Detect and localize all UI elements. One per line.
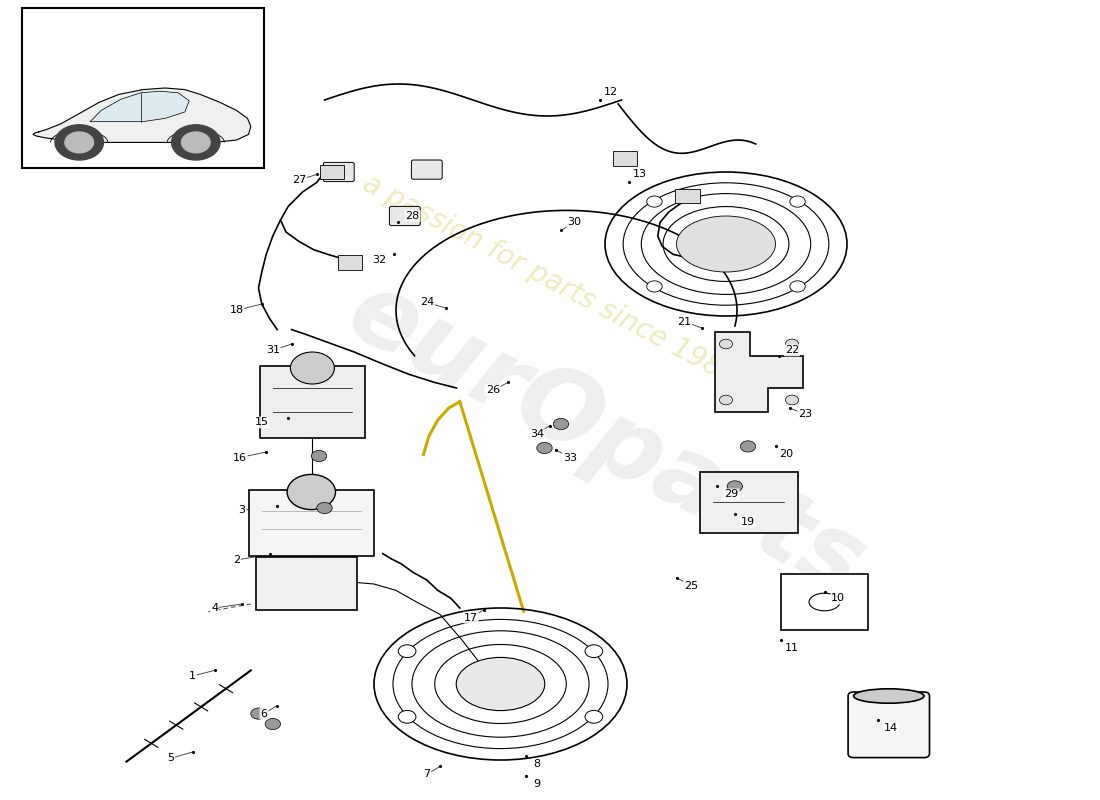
Ellipse shape: [676, 216, 776, 272]
Text: 2: 2: [233, 555, 240, 565]
FancyBboxPatch shape: [249, 490, 374, 556]
Circle shape: [290, 352, 334, 384]
Circle shape: [790, 281, 805, 292]
Text: 27: 27: [293, 175, 306, 185]
Text: 13: 13: [634, 170, 647, 179]
Circle shape: [585, 710, 603, 723]
Circle shape: [719, 395, 733, 405]
Circle shape: [790, 196, 805, 207]
Circle shape: [719, 339, 733, 349]
Ellipse shape: [854, 689, 924, 703]
Text: 3: 3: [239, 506, 245, 515]
Circle shape: [647, 196, 662, 207]
FancyBboxPatch shape: [320, 165, 344, 179]
Text: 23: 23: [799, 410, 812, 419]
Text: 17: 17: [464, 613, 477, 622]
FancyBboxPatch shape: [848, 692, 930, 758]
Text: 32: 32: [373, 255, 386, 265]
Circle shape: [537, 442, 552, 454]
Ellipse shape: [456, 658, 544, 710]
FancyBboxPatch shape: [260, 366, 365, 438]
Circle shape: [553, 418, 569, 430]
Text: 29: 29: [725, 490, 738, 499]
Text: 28: 28: [406, 211, 419, 221]
Text: 6: 6: [261, 709, 267, 718]
Text: 18: 18: [230, 306, 243, 315]
Text: 22: 22: [785, 346, 799, 355]
Text: 31: 31: [266, 346, 279, 355]
Circle shape: [265, 718, 280, 730]
Circle shape: [311, 450, 327, 462]
Text: 7: 7: [424, 770, 430, 779]
Circle shape: [785, 395, 799, 405]
Circle shape: [251, 708, 266, 719]
Text: 16: 16: [233, 453, 246, 462]
FancyBboxPatch shape: [700, 472, 798, 533]
Text: 26: 26: [486, 386, 499, 395]
Text: 11: 11: [785, 643, 799, 653]
FancyBboxPatch shape: [338, 255, 362, 270]
Circle shape: [65, 132, 94, 153]
Text: 1: 1: [189, 671, 196, 681]
Polygon shape: [33, 88, 251, 142]
Circle shape: [647, 281, 662, 292]
Text: 5: 5: [167, 754, 174, 763]
Text: eurOparts: eurOparts: [331, 263, 879, 617]
Circle shape: [785, 339, 799, 349]
Text: 19: 19: [741, 517, 755, 526]
Circle shape: [727, 481, 742, 492]
Text: 15: 15: [255, 418, 268, 427]
FancyBboxPatch shape: [389, 206, 420, 226]
Circle shape: [398, 710, 416, 723]
Text: 9: 9: [534, 779, 540, 789]
FancyBboxPatch shape: [22, 8, 264, 168]
Circle shape: [287, 474, 336, 510]
Text: 30: 30: [568, 218, 581, 227]
Circle shape: [317, 502, 332, 514]
Circle shape: [585, 645, 603, 658]
Text: 34: 34: [530, 429, 543, 438]
FancyBboxPatch shape: [675, 189, 700, 203]
Text: 20: 20: [780, 450, 793, 459]
Circle shape: [182, 132, 210, 153]
Text: 10: 10: [832, 594, 845, 603]
Polygon shape: [715, 332, 803, 412]
Text: 25: 25: [684, 581, 697, 590]
Text: a passion for parts since 1985: a passion for parts since 1985: [359, 169, 741, 391]
Circle shape: [172, 125, 220, 160]
FancyBboxPatch shape: [411, 160, 442, 179]
Text: 12: 12: [604, 87, 617, 97]
Text: 8: 8: [534, 759, 540, 769]
Text: 24: 24: [420, 298, 433, 307]
FancyBboxPatch shape: [323, 162, 354, 182]
Circle shape: [398, 645, 416, 658]
Circle shape: [55, 125, 103, 160]
FancyBboxPatch shape: [613, 151, 637, 166]
Text: 33: 33: [563, 453, 576, 462]
Circle shape: [740, 441, 756, 452]
Text: 21: 21: [678, 317, 691, 326]
Text: 4: 4: [211, 603, 218, 613]
FancyBboxPatch shape: [781, 574, 868, 630]
FancyBboxPatch shape: [256, 557, 358, 610]
Polygon shape: [90, 91, 189, 122]
Text: 14: 14: [884, 723, 898, 733]
